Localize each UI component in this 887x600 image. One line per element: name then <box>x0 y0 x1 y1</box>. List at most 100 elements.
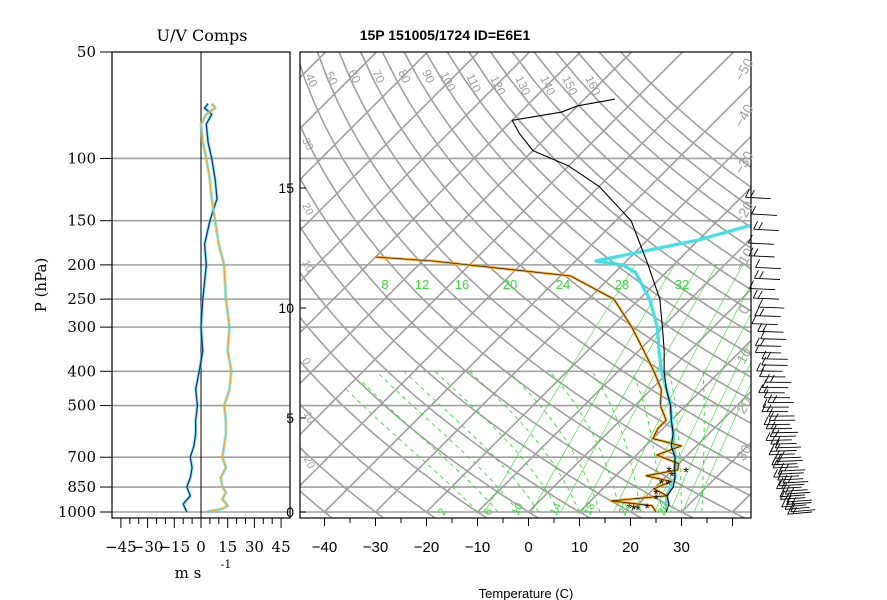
dewpoint-profile-outline <box>375 256 683 513</box>
wind-barb-feather <box>773 468 779 478</box>
isotherm <box>784 52 887 512</box>
isotherm <box>300 52 429 181</box>
moist-adiabat-label: 18 <box>582 501 598 517</box>
moist-adiabat-label: 14 <box>548 501 564 517</box>
dry-adiabat <box>381 52 751 401</box>
uv-xtick-label: −30 <box>132 538 164 556</box>
wind-barb-feather <box>753 248 759 256</box>
isotherm <box>0 52 20 512</box>
dry-adiabat <box>403 52 751 379</box>
wind-barb-feather <box>750 189 755 198</box>
moist-adiabat <box>376 370 519 513</box>
obs-marker: * <box>666 476 672 492</box>
wind-barb-feather <box>748 247 754 256</box>
temperature-xtick-label: −40 <box>312 539 337 556</box>
isotherm-edge-label: 10 <box>299 258 315 274</box>
obs-marker: * <box>669 468 675 484</box>
moist-adiabat-label: 10 <box>510 501 526 517</box>
pressure-tick-label: 100 <box>67 149 96 167</box>
wind-barbs <box>745 188 816 515</box>
wind-barb-feather <box>775 436 781 445</box>
pressure-tick-label: 250 <box>67 290 96 308</box>
wind-barb-feather <box>762 324 768 332</box>
u-component-line <box>182 103 218 513</box>
isotherm-label: 110 <box>463 71 484 95</box>
wind-barb-feather <box>784 501 790 510</box>
wind-barb-feather <box>772 459 778 469</box>
wind-barb-feather <box>751 315 757 324</box>
dry-adiabat <box>490 52 751 291</box>
isotherm <box>300 52 735 487</box>
wind-barb-staff <box>749 288 776 291</box>
wind-barb-staff <box>785 491 811 495</box>
dry-adiabat-label: 20 <box>733 395 755 417</box>
wind-barb-feather <box>770 443 776 452</box>
dry-adiabat <box>446 52 751 334</box>
mixing-ratio-line <box>531 264 675 513</box>
dry-adiabat-label: −40 <box>731 101 757 130</box>
pressure-tick-label: 200 <box>67 256 96 274</box>
temperature-xtick-label: 0 <box>524 539 532 556</box>
obs-marker: * <box>653 486 659 502</box>
wind-barb-staff <box>777 460 803 462</box>
isotherm-edge-label: 30 <box>299 136 315 152</box>
wind-barb-staff <box>770 450 797 452</box>
wind-barb-feather <box>767 394 773 403</box>
pressure-tick-label: 300 <box>67 318 96 336</box>
wind-barb-feather <box>774 429 780 437</box>
wind-barb-feather <box>763 385 769 393</box>
isotherm-label: 70 <box>369 67 387 85</box>
uv-series-group <box>181 102 233 514</box>
mixing-ratio-line <box>682 361 751 513</box>
wind-barb-feather <box>758 221 764 230</box>
isotherm <box>578 339 751 513</box>
uv-xtick-label: 30 <box>245 538 264 556</box>
uv-xtick-label: 15 <box>218 538 237 556</box>
wind-barb-feather <box>747 234 753 244</box>
mixing-ratio-label: 28 <box>615 277 629 292</box>
uv-series-halo <box>181 102 219 513</box>
isotherm <box>476 237 751 513</box>
wind-barb-feather <box>764 373 770 383</box>
pressure-tick-label: 1000 <box>58 503 96 521</box>
obs-marker: * <box>653 491 659 507</box>
obs-marker: * <box>627 500 633 516</box>
uv-xtick-label: −15 <box>158 538 190 556</box>
temperature-xtick-label: −10 <box>465 539 490 556</box>
wind-barb-staff <box>778 472 804 475</box>
isotherm <box>300 52 480 232</box>
wind-barb-staff <box>761 358 788 360</box>
uv-panel-title: U/V Comps <box>156 26 247 45</box>
isotherm <box>527 288 751 513</box>
wind-barb-staff <box>782 481 809 484</box>
dry-adiabat <box>359 52 751 425</box>
isotherm-edge-label: -20 <box>299 451 317 470</box>
dry-adiabat <box>620 52 751 169</box>
temperature-xtick-label: 10 <box>571 539 588 556</box>
isotherm <box>300 52 582 334</box>
isotherm <box>323 84 751 513</box>
wind-barb-staff <box>751 323 778 325</box>
isotherm <box>0 52 173 512</box>
wind-barb-feather <box>778 477 784 487</box>
dry-adiabat <box>425 52 751 356</box>
dry-adiabat <box>300 271 592 518</box>
uv-xaxis-ticks: −45−30−15 0 15 30 45 <box>105 518 291 556</box>
height-km-label: 5 <box>286 410 294 426</box>
mixing-ratio-label: 32 <box>675 277 689 292</box>
wind-barb-staff <box>754 315 781 317</box>
mixing-ratio-label: 12 <box>415 277 429 292</box>
wind-barb-feather <box>754 307 760 316</box>
wind-barb-staff <box>778 483 805 487</box>
dry-adiabat <box>300 123 747 518</box>
wind-barb-feather <box>782 483 788 492</box>
chart-title: 15P 151005/1724 ID=E6E1 <box>360 27 531 43</box>
moist-adiabat <box>507 370 601 513</box>
wind-barb-staff <box>751 213 777 216</box>
moist-adiabat <box>591 371 642 513</box>
wind-barb-staff <box>753 228 780 232</box>
wind-barb-staff <box>754 277 781 280</box>
dry-adiabat <box>76 52 282 520</box>
mixing-ratio-line <box>693 382 751 513</box>
